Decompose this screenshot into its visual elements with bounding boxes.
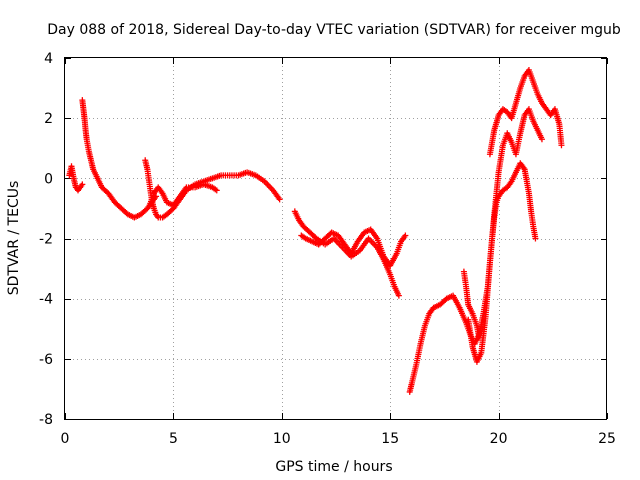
plot-frame bbox=[64, 57, 607, 420]
series-sat-b bbox=[79, 97, 160, 221]
y-tick-label: 2 bbox=[44, 111, 53, 127]
series-sat-a bbox=[66, 163, 86, 194]
x-tick-label: 5 bbox=[169, 431, 178, 447]
series-sat-i bbox=[486, 67, 565, 158]
x-tick-label: 15 bbox=[381, 431, 399, 447]
data-point bbox=[395, 292, 402, 299]
series-sat-f bbox=[298, 226, 409, 269]
data-point bbox=[558, 142, 565, 149]
series-sat-g bbox=[406, 160, 539, 395]
series-sat-d bbox=[146, 181, 220, 209]
y-tick-label: 4 bbox=[44, 51, 53, 67]
data-point bbox=[538, 136, 545, 143]
axis-ticks: 0 5 10 15 20 25 -8 -6 -4 -2 0 2 4 bbox=[39, 51, 616, 447]
y-axis-label: SDTVAR / TECUs bbox=[6, 181, 22, 296]
x-tick-label: 20 bbox=[490, 431, 508, 447]
y-tick-label: 0 bbox=[44, 171, 53, 187]
y-tick-label: -6 bbox=[39, 352, 53, 368]
data-point bbox=[402, 232, 409, 239]
data-point bbox=[532, 235, 539, 242]
y-tick-label: -2 bbox=[39, 232, 53, 248]
series-sat-h bbox=[465, 106, 545, 365]
grid bbox=[65, 58, 607, 419]
data-point bbox=[153, 193, 160, 200]
data-point bbox=[312, 234, 319, 241]
data-point bbox=[276, 196, 283, 203]
data-series bbox=[66, 67, 565, 395]
x-tick-label: 0 bbox=[61, 431, 70, 447]
data-point bbox=[476, 334, 483, 341]
y-tick-label: -8 bbox=[39, 412, 53, 428]
series-sat-e bbox=[291, 208, 402, 299]
x-tick-label: 25 bbox=[598, 431, 616, 447]
data-point bbox=[79, 181, 86, 188]
x-tick-label: 10 bbox=[273, 431, 291, 447]
series-sat-j bbox=[460, 268, 483, 341]
y-tick-label: -4 bbox=[39, 292, 53, 308]
data-point bbox=[213, 187, 220, 194]
chart-title: Day 088 of 2018, Sidereal Day-to-day VTE… bbox=[47, 22, 621, 38]
x-axis-label: GPS time / hours bbox=[275, 459, 392, 475]
